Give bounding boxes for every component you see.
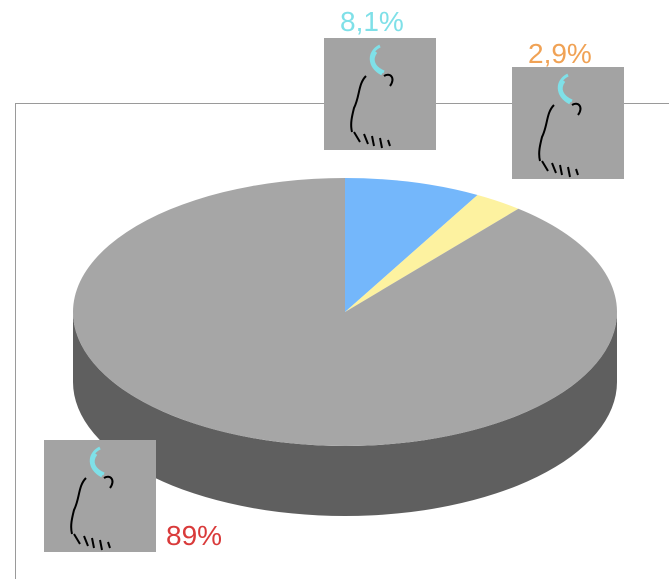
slice-label-89: 89%	[166, 520, 223, 551]
slice-icon-8-1	[324, 38, 436, 150]
slice-label-2-9: 2,9%	[528, 38, 592, 69]
pie-slice-2	[73, 178, 617, 446]
pie-side-wall	[73, 312, 617, 516]
slice-icon-89	[44, 440, 156, 552]
nose-profile-icon	[538, 73, 582, 178]
pie-slice-1	[345, 194, 519, 312]
slice-icon-2-9	[512, 67, 624, 179]
slice-label-8-1: 8,1%	[340, 6, 404, 37]
pie-slice-0	[345, 178, 478, 312]
nose-profile-icon	[70, 446, 114, 551]
nose-profile-icon	[350, 44, 394, 149]
